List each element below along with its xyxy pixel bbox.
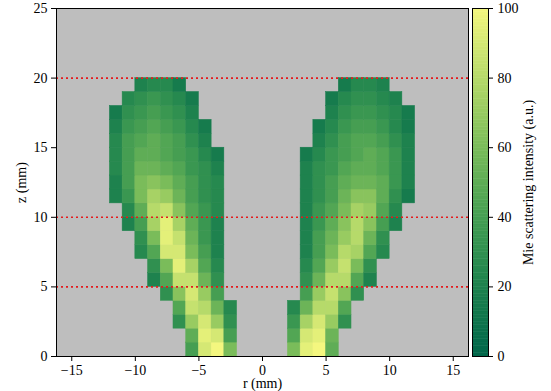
- svg-text:60: 60: [498, 140, 512, 155]
- svg-text:0: 0: [41, 349, 48, 364]
- svg-text:80: 80: [498, 71, 512, 86]
- svg-text:r (mm): r (mm): [243, 376, 283, 391]
- svg-text:20: 20: [498, 279, 512, 294]
- svg-text:0: 0: [498, 349, 505, 364]
- svg-text:10: 10: [383, 363, 397, 378]
- svg-text:−10: −10: [124, 363, 146, 378]
- svg-text:40: 40: [498, 210, 512, 225]
- svg-text:100: 100: [498, 1, 519, 16]
- svg-text:−5: −5: [191, 363, 206, 378]
- svg-text:z (mm): z (mm): [14, 162, 30, 203]
- svg-text:5: 5: [323, 363, 330, 378]
- svg-text:5: 5: [41, 279, 48, 294]
- svg-text:Mie scattering intensity (a.u.: Mie scattering intensity (a.u.): [521, 100, 537, 266]
- svg-text:25: 25: [34, 1, 48, 16]
- svg-text:15: 15: [34, 140, 48, 155]
- svg-text:15: 15: [446, 363, 460, 378]
- svg-text:10: 10: [34, 210, 48, 225]
- svg-text:20: 20: [34, 71, 48, 86]
- svg-text:0: 0: [259, 363, 266, 379]
- svg-text:−15: −15: [61, 363, 83, 378]
